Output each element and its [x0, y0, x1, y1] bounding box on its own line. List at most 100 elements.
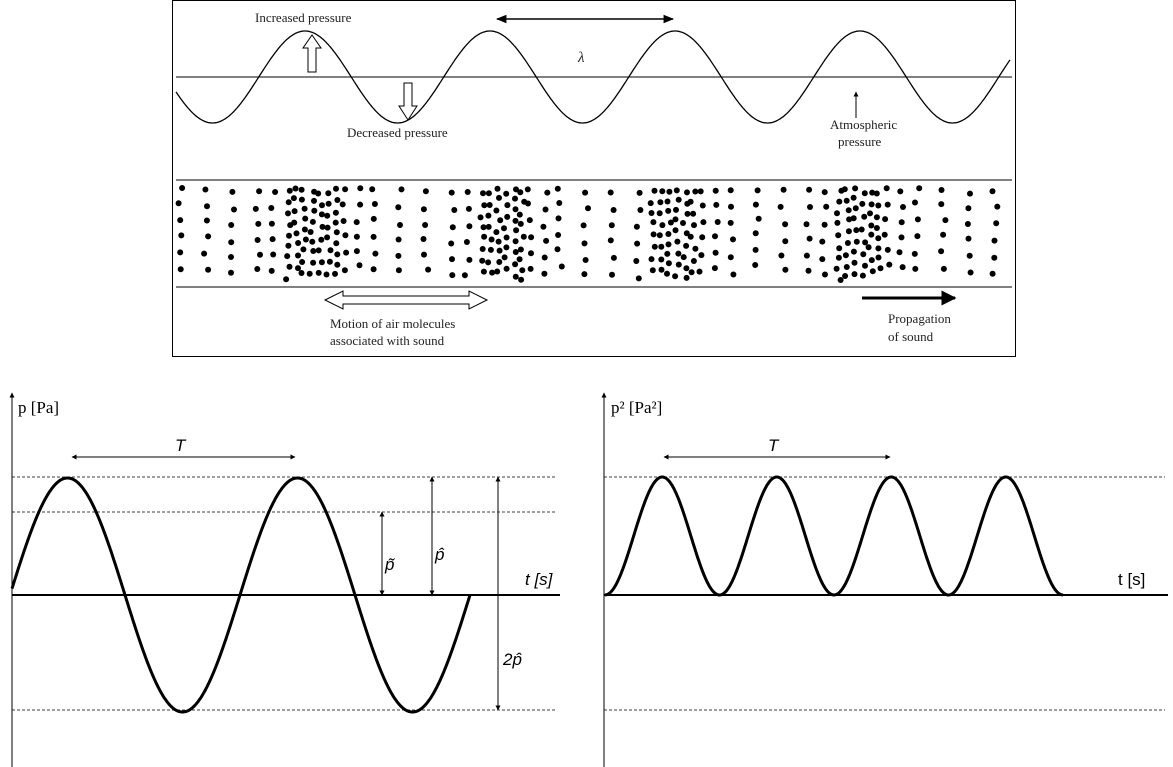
molecule — [357, 202, 363, 208]
molecule — [255, 237, 261, 243]
molecule — [466, 206, 472, 212]
molecule — [676, 197, 682, 203]
motion-arrow — [325, 291, 487, 309]
molecule — [699, 234, 705, 240]
molecule — [672, 273, 678, 279]
molecule — [372, 251, 378, 257]
molecule — [178, 232, 184, 238]
molecule — [504, 202, 510, 208]
molecule — [875, 203, 881, 209]
molecule — [295, 240, 301, 246]
molecule — [636, 275, 642, 281]
molecule — [354, 248, 360, 254]
molecule — [681, 254, 687, 260]
molecule — [513, 274, 519, 280]
molecule — [519, 267, 525, 273]
molecule — [657, 210, 663, 216]
pressure-plot — [12, 393, 560, 767]
molecule — [990, 271, 996, 277]
molecule — [914, 233, 920, 239]
molecule — [730, 272, 736, 278]
molecule — [332, 271, 338, 277]
molecule — [269, 268, 275, 274]
molecule — [868, 223, 874, 229]
molecule — [938, 201, 944, 207]
molecule — [488, 247, 494, 253]
molecule — [900, 204, 906, 210]
molecule — [559, 264, 565, 270]
molecule — [228, 222, 234, 228]
molecule — [481, 234, 487, 240]
molecule — [449, 272, 455, 278]
molecule — [838, 277, 844, 283]
molecule — [371, 216, 377, 222]
molecule — [269, 221, 275, 227]
x-axis-label: t [s] — [1118, 570, 1145, 589]
label: pressure — [838, 134, 882, 149]
molecule — [513, 227, 519, 233]
molecule — [485, 213, 491, 219]
molecule — [585, 205, 591, 211]
molecule — [882, 232, 888, 238]
wave-panel — [173, 1, 1016, 357]
molecule — [834, 266, 840, 272]
molecule — [316, 270, 322, 276]
molecule — [480, 246, 486, 252]
molecule — [421, 252, 427, 258]
molecule — [782, 221, 788, 227]
molecule — [870, 268, 876, 274]
molecule — [334, 262, 340, 268]
molecule — [466, 257, 472, 263]
molecule — [853, 227, 859, 233]
molecule — [283, 276, 289, 282]
molecule — [651, 231, 657, 237]
molecule — [691, 258, 697, 264]
molecule — [862, 239, 868, 245]
label: associated with sound — [330, 333, 445, 348]
molecule — [885, 247, 891, 253]
molecule — [649, 210, 655, 216]
molecule — [328, 247, 334, 253]
molecule — [481, 224, 487, 230]
molecule — [293, 186, 299, 192]
molecule — [556, 200, 562, 206]
molecule — [324, 234, 330, 240]
molecule — [582, 190, 588, 196]
molecule — [994, 204, 1000, 210]
molecule — [854, 239, 860, 245]
molecule — [968, 270, 974, 276]
molecule — [295, 265, 301, 271]
molecule — [967, 191, 973, 197]
molecule — [319, 259, 325, 265]
molecule — [295, 253, 301, 259]
molecule — [874, 191, 880, 197]
molecule — [752, 262, 758, 268]
molecule — [501, 225, 507, 231]
molecule — [555, 232, 561, 238]
molecule — [940, 232, 946, 238]
molecule — [912, 251, 918, 257]
molecule — [528, 250, 534, 256]
molecule — [992, 238, 998, 244]
molecule — [665, 208, 671, 214]
molecule — [897, 249, 903, 255]
molecule — [396, 237, 402, 243]
molecule — [324, 272, 330, 278]
molecule — [201, 251, 207, 257]
molecule — [228, 270, 234, 276]
molecule — [310, 248, 316, 254]
molecule — [342, 186, 348, 192]
molecule — [673, 207, 679, 213]
molecule — [228, 239, 234, 245]
label: Decreased pressure — [347, 125, 448, 140]
molecule — [860, 251, 866, 257]
molecule — [916, 185, 922, 191]
molecule — [712, 265, 718, 271]
molecule — [369, 186, 375, 192]
molecule — [178, 266, 184, 272]
molecule — [485, 259, 491, 265]
molecule — [481, 269, 487, 275]
molecule — [513, 249, 519, 255]
molecule — [396, 267, 402, 273]
molecule — [941, 266, 947, 272]
